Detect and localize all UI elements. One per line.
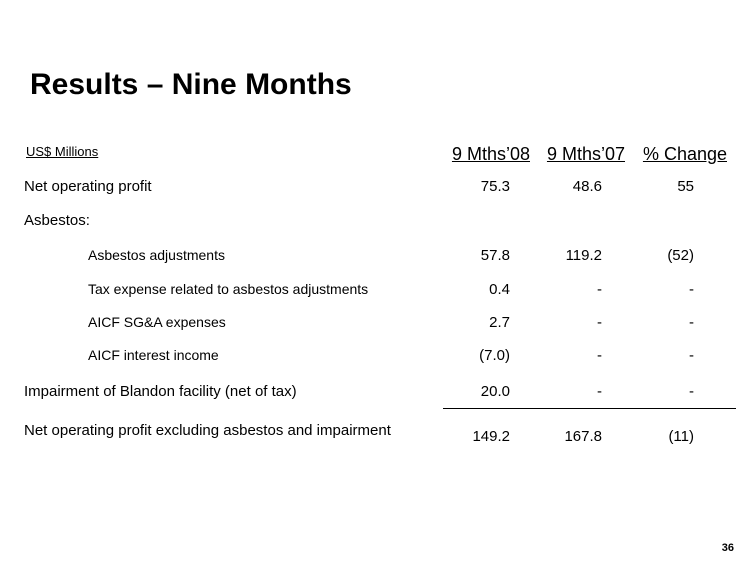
units-label: US$ Millions: [26, 144, 99, 159]
cell-value: -: [597, 281, 602, 298]
page-number: 36: [721, 542, 734, 554]
cell-value: -: [689, 314, 694, 331]
cell-value: -: [689, 347, 694, 364]
cell-value: -: [597, 347, 602, 364]
cell-value: 20.0: [480, 383, 510, 400]
cell-value: 167.8: [564, 428, 602, 445]
row-label-net-operating-profit-excluding: Net operating profit excluding asbestos …: [24, 422, 391, 439]
total-divider-line: [443, 408, 736, 409]
cell-value: (52): [667, 247, 694, 264]
cell-value: 149.2: [472, 428, 510, 445]
cell-value: 2.7: [489, 314, 510, 331]
slide-title: Results – Nine Months: [30, 68, 352, 101]
cell-value: -: [689, 383, 694, 400]
row-label-impairment: Impairment of Blandon facility (net of t…: [24, 383, 297, 400]
cell-value: (7.0): [479, 347, 510, 364]
row-label-tax-expense: Tax expense related to asbestos adjustme…: [88, 281, 369, 297]
row-label-asbestos: Asbestos:: [24, 212, 90, 229]
cell-value: 119.2: [565, 247, 602, 264]
cell-value: 48.6: [572, 178, 602, 195]
column-header-9mths-08: 9 Mths’08: [451, 144, 530, 164]
cell-value: -: [597, 383, 602, 400]
row-label-asbestos-adjustments: Asbestos adjustments: [88, 247, 225, 263]
row-label-net-operating-profit: Net operating profit: [24, 178, 152, 195]
cell-value: 55: [677, 178, 694, 195]
cell-value: (11): [668, 428, 694, 445]
cell-value: 57.8: [480, 247, 510, 264]
cell-value: 0.4: [489, 281, 510, 298]
column-header-pct-change: % Change: [642, 144, 727, 164]
cell-value: -: [597, 314, 602, 331]
column-header-9mths-07: 9 Mths’07: [546, 144, 625, 164]
cell-value: -: [689, 281, 694, 298]
cell-value: 75.3: [480, 178, 510, 195]
row-label-aicf-sga-expenses: AICF SG&A expenses: [88, 314, 226, 330]
row-label-aicf-interest-income: AICF interest income: [88, 347, 219, 363]
